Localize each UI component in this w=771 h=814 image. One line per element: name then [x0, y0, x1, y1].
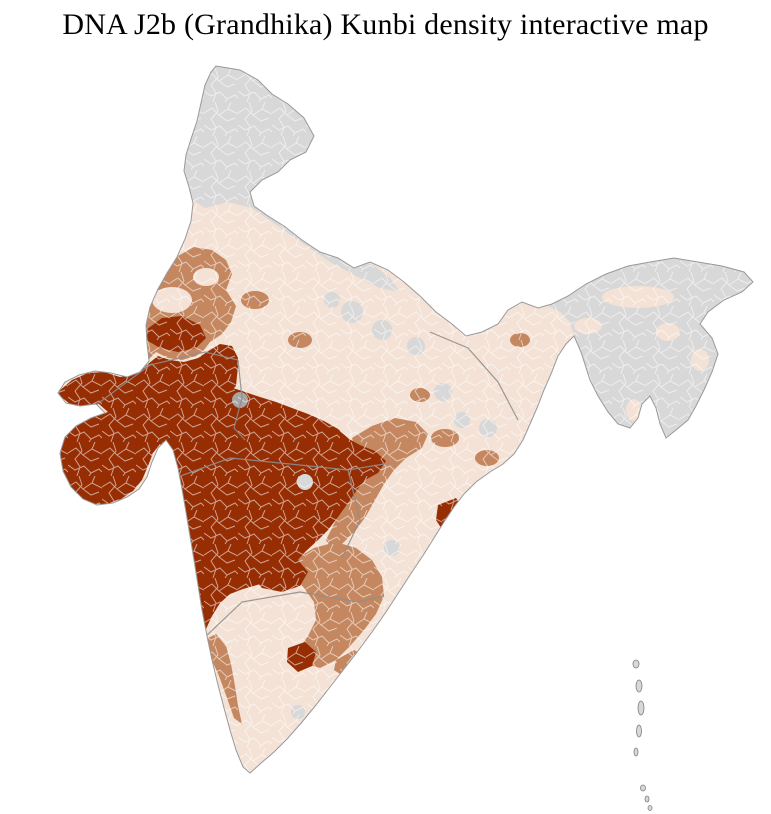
andaman-nicobar-islands[interactable]	[632, 659, 653, 811]
district-boundary-texture	[58, 66, 753, 773]
state-boundaries	[95, 331, 519, 639]
island-chain[interactable]	[632, 659, 653, 811]
page-title: DNA J2b (Grandhika) Kunbi density intera…	[62, 8, 709, 41]
